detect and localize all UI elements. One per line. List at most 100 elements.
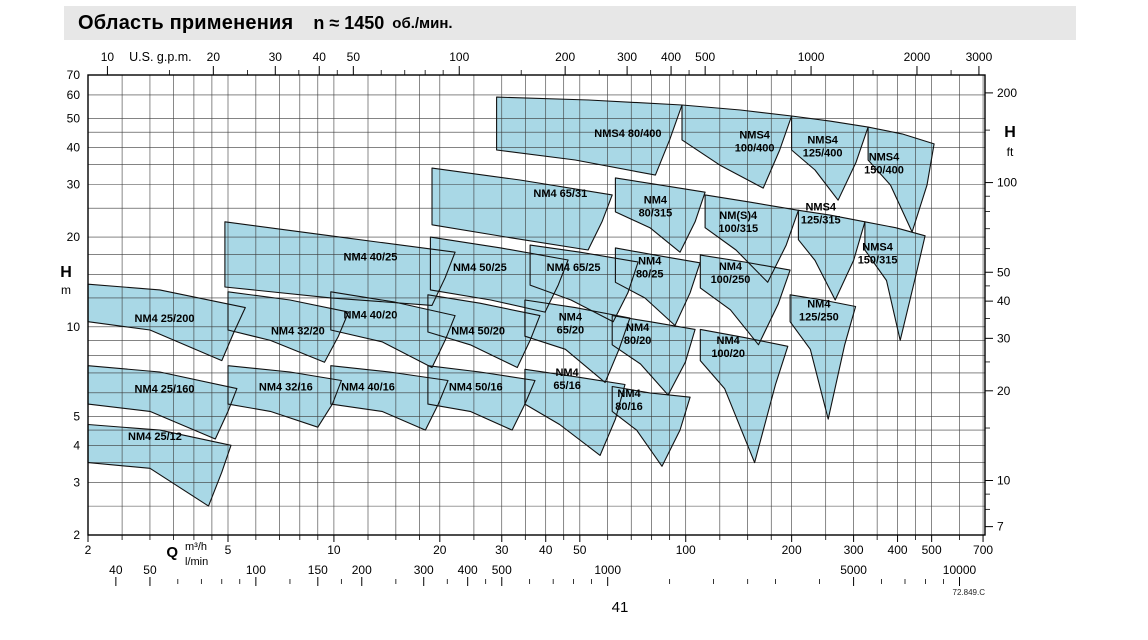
q-axis-unit-lmin: l/min bbox=[185, 556, 208, 568]
pump-region-outline bbox=[611, 385, 691, 467]
pump-region-fill bbox=[432, 168, 613, 250]
h-m-axis-tick-label: 4 bbox=[73, 438, 80, 452]
h-m-axis-tick-label: 5 bbox=[73, 409, 80, 423]
q-axis-tick-label: 100 bbox=[676, 543, 696, 557]
pump-region-fill bbox=[330, 291, 456, 368]
pump-region-label: NM4 32/16 bbox=[259, 382, 313, 394]
pump-region-label: NM4 50/25 bbox=[453, 262, 507, 274]
pump-region-label: NMS4 80/400 bbox=[594, 128, 661, 140]
lmin-axis-tick-label: 5000 bbox=[840, 563, 867, 577]
q-axis-tick-label: 10 bbox=[327, 543, 341, 557]
lmin-axis-tick-label: 100 bbox=[246, 563, 266, 577]
pump-region-outline bbox=[330, 291, 456, 369]
pump-region-fill bbox=[427, 294, 540, 368]
pump-region-fill bbox=[228, 365, 342, 428]
lmin-axis-tick-label: 300 bbox=[414, 563, 434, 577]
pump-region-fill bbox=[864, 221, 926, 341]
pump-region-fill bbox=[524, 369, 625, 456]
pump-region-label: 150/400 bbox=[864, 164, 904, 176]
h-ft-axis-tick-label: 100 bbox=[997, 176, 1017, 190]
pump-region-label: 125/250 bbox=[799, 311, 839, 323]
pump-region-label: NMS4 bbox=[862, 241, 893, 253]
pump-region-label: NM4 bbox=[638, 255, 662, 267]
pump-region-outline bbox=[704, 194, 799, 283]
pump-region-label: 65/16 bbox=[553, 380, 581, 392]
pump-region-label: 65/20 bbox=[557, 324, 585, 336]
pump-region-label: NMS4 bbox=[869, 151, 900, 163]
pump-region-label: 125/315 bbox=[801, 214, 841, 226]
h-ft-axis-tick-label: 7 bbox=[997, 520, 1004, 534]
q-axis-tick-label: 300 bbox=[844, 543, 864, 557]
pump-region-label: NM4 25/12 bbox=[128, 431, 182, 443]
pump-region-label: 125/400 bbox=[803, 148, 843, 160]
gpm-axis-tick-label: 3000 bbox=[966, 50, 993, 64]
lmin-axis-tick-label: 500 bbox=[492, 563, 512, 577]
pump-region-fill bbox=[791, 116, 869, 201]
doc-reference: 72.849.C bbox=[952, 588, 985, 597]
pump-region-outline bbox=[614, 247, 701, 327]
pump-region-outline bbox=[789, 294, 857, 420]
gpm-axis-tick-label: 10 bbox=[101, 50, 115, 64]
pump-region-outline bbox=[429, 236, 569, 313]
q-axis-tick-label: 200 bbox=[782, 543, 802, 557]
pump-region-outline bbox=[496, 96, 683, 176]
pump-region-outline bbox=[427, 365, 536, 431]
h-m-axis-tick-label: 70 bbox=[67, 68, 81, 82]
pump-region-fill bbox=[427, 365, 535, 431]
pump-region-fill bbox=[682, 105, 792, 189]
pump-region-label: NM4 bbox=[644, 195, 668, 207]
page-number: 41 bbox=[611, 599, 629, 616]
lmin-axis-tick-label: 40 bbox=[109, 563, 123, 577]
pump-region-label: NM4 40/16 bbox=[341, 382, 395, 394]
h-ft-axis-tick-label: 20 bbox=[997, 384, 1011, 398]
lmin-axis-tick-label: 200 bbox=[352, 563, 372, 577]
pump-region-label: NM4 bbox=[719, 261, 743, 273]
q-axis-symbol: Q bbox=[166, 544, 178, 561]
pump-region-label: 150/315 bbox=[858, 254, 898, 266]
h-m-axis-tick-label: 3 bbox=[73, 476, 80, 490]
h-m-axis-tick-label: 10 bbox=[67, 320, 81, 334]
h-ft-axis-symbol: H bbox=[1004, 124, 1016, 141]
pump-region-label: 80/20 bbox=[624, 335, 652, 347]
section-title: Область применения bbox=[78, 11, 294, 34]
h-ft-axis-tick-label: 200 bbox=[997, 86, 1017, 100]
pump-region-outline bbox=[614, 177, 706, 253]
h-ft-axis-tick-label: 50 bbox=[997, 265, 1011, 279]
gpm-axis-tick-label: 1000 bbox=[798, 50, 825, 64]
plot-border bbox=[87, 74, 986, 536]
section-title-bar: Область применения n ≈ 1450 об./мин. bbox=[64, 6, 1076, 40]
pump-region-label: NM4 40/20 bbox=[344, 309, 398, 321]
q-axis-tick-label: 5 bbox=[225, 543, 232, 557]
pump-region-outline bbox=[227, 291, 350, 363]
pump-region-label: NM4 bbox=[555, 367, 579, 379]
pump-region-outline bbox=[427, 294, 541, 369]
pump-region-outline bbox=[699, 328, 789, 464]
pump-region-label: 80/25 bbox=[636, 268, 664, 280]
q-axis-tick-label: 30 bbox=[495, 543, 509, 557]
pump-region-label: 80/315 bbox=[639, 208, 673, 220]
gpm-axis-tick-label: 400 bbox=[661, 50, 681, 64]
pump-region-label: NM4 bbox=[807, 298, 831, 310]
pump-region-outline bbox=[864, 221, 926, 341]
pump-region-fill bbox=[705, 194, 799, 283]
gpm-axis-tick-label: 30 bbox=[269, 50, 283, 64]
h-m-axis-symbol: H bbox=[60, 264, 72, 281]
q-axis-tick-label: 400 bbox=[888, 543, 908, 557]
pump-region-outline bbox=[681, 104, 793, 189]
h-ft-axis-unit: ft bbox=[1007, 145, 1014, 159]
pump-region-label: NM4 40/25 bbox=[344, 252, 398, 264]
pump-region-outline bbox=[431, 167, 613, 251]
q-axis-tick-label: 50 bbox=[573, 543, 587, 557]
pump-region-label: NM4 bbox=[617, 388, 641, 400]
pump-region-label: 80/16 bbox=[615, 401, 643, 413]
lmin-axis-tick-label: 1000 bbox=[594, 563, 621, 577]
pump-region-fill bbox=[224, 221, 456, 306]
q-axis-tick-label: 20 bbox=[433, 543, 447, 557]
pump-region-outline bbox=[87, 365, 238, 440]
lmin-axis-tick-label: 50 bbox=[143, 563, 157, 577]
h-m-axis-tick-label: 60 bbox=[67, 88, 81, 102]
pump-region-label: NM4 bbox=[559, 311, 583, 323]
pump-region-outline bbox=[529, 244, 639, 323]
gpm-axis-tick-label: 300 bbox=[617, 50, 637, 64]
